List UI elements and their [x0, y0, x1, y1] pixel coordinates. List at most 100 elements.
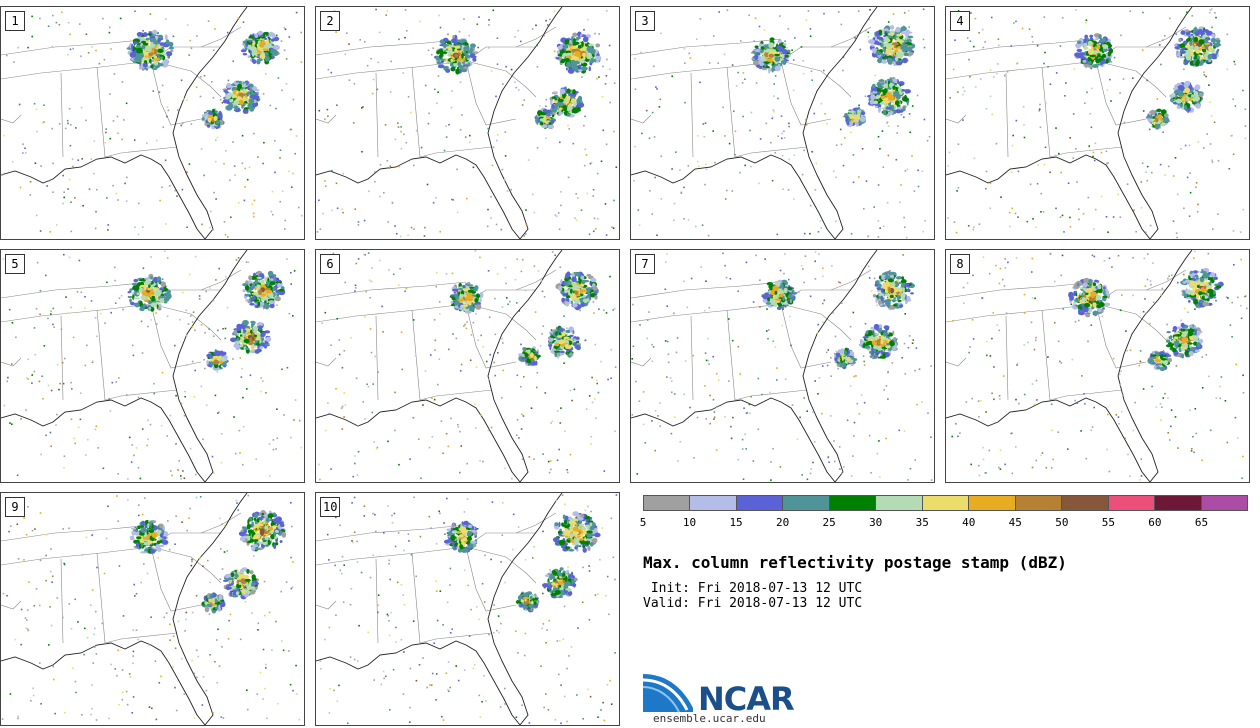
storm-cell: [450, 300, 454, 304]
reflectivity-pixel: [68, 178, 71, 181]
storm-cell: [254, 279, 259, 285]
storm-cell: [134, 303, 140, 308]
storm-cell: [875, 51, 881, 56]
reflectivity-pixel: [949, 97, 951, 99]
storm-cell: [592, 286, 598, 291]
reflectivity-pixel: [531, 28, 534, 30]
reflectivity-pixel: [511, 477, 513, 480]
reflectivity-pixel: [405, 141, 408, 144]
reflectivity-pixel: [1203, 71, 1205, 73]
base-map: [946, 7, 1247, 239]
reflectivity-pixel: [1244, 125, 1247, 127]
reflectivity-pixel: [60, 328, 63, 331]
reflectivity-pixel: [651, 111, 654, 114]
reflectivity-pixel: [954, 39, 956, 41]
reflectivity-pixel: [477, 46, 479, 49]
storm-cell: [1196, 59, 1199, 62]
reflectivity-pixel: [1197, 203, 1199, 206]
reflectivity-pixel: [415, 129, 418, 132]
reflectivity-pixel: [185, 309, 188, 312]
reflectivity-pixel: [1234, 63, 1236, 66]
storm-cell: [479, 297, 482, 303]
reflectivity-pixel: [801, 173, 804, 176]
storm-cell: [871, 48, 878, 51]
reflectivity-pixel: [237, 17, 240, 19]
storm-cell: [268, 300, 275, 305]
reflectivity-pixel: [107, 224, 109, 226]
reflectivity-pixel: [232, 358, 234, 360]
map-panel-3: 3: [630, 6, 935, 240]
reflectivity-pixel: [1146, 179, 1149, 182]
storm-cell: [563, 290, 570, 293]
reflectivity-pixel: [86, 344, 88, 347]
reflectivity-pixel: [1061, 17, 1064, 19]
reflectivity-pixel: [11, 160, 14, 163]
reflectivity-pixel: [394, 429, 396, 432]
reflectivity-pixel: [707, 234, 710, 237]
reflectivity-pixel: [497, 352, 499, 354]
reflectivity-pixel: [40, 165, 42, 167]
reflectivity-pixel: [784, 40, 786, 42]
reflectivity-pixel: [388, 269, 390, 271]
storm-cell: [249, 88, 254, 94]
reflectivity-pixel: [607, 378, 609, 381]
reflectivity-pixel: [528, 456, 531, 458]
reflectivity-pixel: [539, 105, 541, 107]
reflectivity-pixel: [131, 344, 134, 347]
reflectivity-pixel: [840, 23, 843, 26]
storm-cell: [230, 102, 233, 109]
reflectivity-pixel: [793, 154, 796, 156]
reflectivity-pixel: [1064, 95, 1066, 97]
reflectivity-pixel: [728, 142, 731, 145]
reflectivity-pixel: [865, 180, 868, 182]
reflectivity-pixel: [200, 385, 203, 388]
storm-cell: [1199, 92, 1204, 98]
reflectivity-pixel: [1075, 148, 1077, 150]
state-border: [96, 66, 106, 158]
reflectivity-pixel: [687, 165, 690, 167]
reflectivity-pixel: [1175, 232, 1178, 234]
reflectivity-pixel: [45, 434, 47, 437]
storm-cell: [265, 343, 269, 347]
storm-cell: [240, 49, 247, 53]
reflectivity-pixel: [585, 408, 588, 410]
storm-cell: [472, 57, 477, 62]
reflectivity-pixel: [365, 290, 367, 293]
reflectivity-pixel: [27, 46, 29, 49]
reflectivity-pixel: [52, 191, 54, 193]
storm-cell: [251, 283, 256, 289]
storm-cell: [213, 359, 220, 365]
reflectivity-pixel: [158, 91, 161, 93]
reflectivity-pixel: [354, 455, 356, 457]
reflectivity-pixel: [164, 159, 167, 162]
reflectivity-pixel: [877, 184, 880, 186]
reflectivity-pixel: [695, 225, 697, 228]
state-border: [1, 281, 152, 299]
reflectivity-pixel: [660, 198, 663, 200]
reflectivity-pixel: [242, 425, 245, 428]
storm-cell: [144, 277, 151, 280]
reflectivity-pixel: [25, 409, 27, 411]
storm-cell: [242, 53, 248, 56]
reflectivity-pixel: [612, 227, 615, 229]
reflectivity-pixel: [155, 323, 158, 325]
storm-cell: [1160, 122, 1166, 127]
reflectivity-pixel: [45, 274, 47, 277]
storm-cell: [565, 67, 568, 71]
reflectivity-pixel: [1090, 126, 1093, 129]
reflectivity-pixel: [516, 374, 519, 377]
storm-cell: [580, 302, 586, 308]
state-border: [1, 289, 221, 323]
reflectivity-pixel: [159, 199, 161, 202]
storm-cell: [887, 35, 894, 38]
storm-cell: [206, 360, 209, 365]
reflectivity-pixel: [908, 26, 910, 28]
coastline: [316, 250, 563, 482]
reflectivity-pixel: [594, 398, 596, 400]
storm-cell: [573, 101, 577, 108]
storm-cell: [167, 55, 171, 59]
reflectivity-pixel: [592, 189, 595, 191]
storm-cell: [243, 83, 246, 87]
reflectivity-pixel: [535, 24, 537, 27]
reflectivity-pixel: [557, 356, 559, 359]
